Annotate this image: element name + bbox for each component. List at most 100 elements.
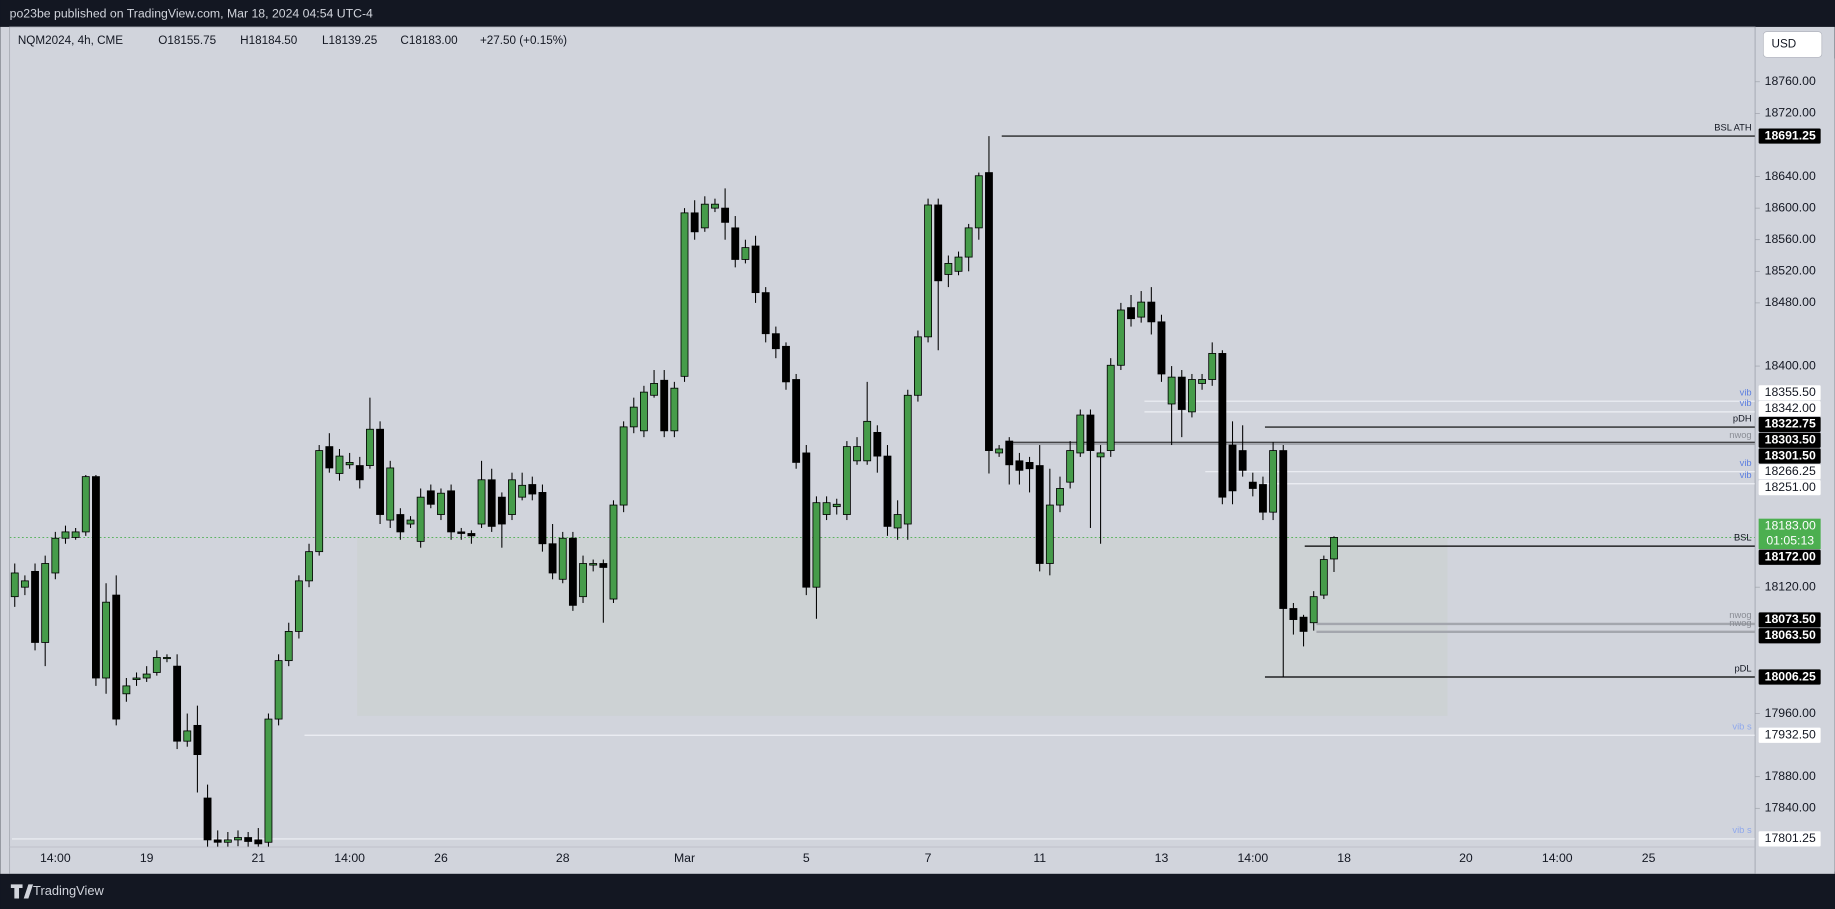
candle-body [1147,301,1156,323]
candle-body [41,563,50,643]
y-tick-label: 18520.00 [1765,264,1816,278]
candle-body [1228,444,1237,492]
ohlc-open: O18155.75 [158,34,216,47]
candle-body [294,580,303,632]
level-text: vib [1740,398,1752,408]
candle-body [497,496,506,525]
level-price-label: 18301.50 [1765,448,1816,462]
currency-button[interactable]: USD [1762,31,1823,58]
level-text: vib [1740,387,1752,397]
level-price-label: 18322.75 [1765,417,1816,431]
candle-body [1116,309,1125,366]
candle-body [193,724,202,756]
x-tick-label: 25 [1642,851,1656,865]
brand-logo [10,884,34,899]
candle-body [771,333,780,350]
level-text: vib [1740,458,1752,468]
candle-body [1289,608,1298,620]
candle-body [244,837,253,842]
candle-body [10,572,19,598]
candle-body [264,718,273,843]
ohlc-low: L18139.25 [322,34,378,47]
candle-body [1005,440,1014,466]
level-price-label: 17801.25 [1765,831,1816,845]
level-price-label: 18266.25 [1765,464,1816,478]
candle-body [234,837,242,841]
y-tick-label: 17840.00 [1765,801,1816,815]
level-text: nwog [1729,618,1751,628]
level-text: BSL [1734,532,1752,542]
candle-body [802,452,811,588]
candle-body [437,492,445,515]
candle-body [223,839,232,843]
level-price-label: 18006.25 [1765,669,1816,683]
x-tick-label: 20 [1459,851,1473,865]
candle-body [426,490,435,505]
level-price-box [1758,128,1821,144]
ohlc-close: C18183.00 [400,34,458,47]
level-text: vib [1740,470,1752,480]
candle-body [690,212,699,233]
candle-body [274,660,283,720]
x-tick-label: 28 [556,851,570,865]
candle-body [1015,460,1024,471]
candle-body [142,673,151,679]
candle-body [1177,376,1186,410]
candle-body [203,797,212,841]
candle-body [1330,537,1338,560]
brand-name: TradingView [33,883,104,898]
level-text: vib s [1732,825,1752,835]
candle-body [20,580,29,588]
candle-body [599,563,608,568]
y-tick-label: 18720.00 [1765,106,1816,120]
time-axis: 14:00 19 21 14:00 26 28 Mar 5 7 11 13 14:00 18 20 14:0… [40,851,1656,865]
level-price-box [1758,669,1821,685]
candle-body [366,428,374,466]
symbol: NQM2024, 4h, CME [18,34,123,47]
level-price-label: 18063.50 [1765,628,1816,642]
level-text: pDL [1734,663,1751,673]
candle-body [741,247,750,260]
candle-body [315,450,324,553]
candle-body [396,514,405,533]
x-tick-label: 19 [140,851,154,865]
candle-body [447,490,456,533]
candle-body [842,446,851,515]
candle-body [416,496,425,542]
candle-body [406,519,415,525]
last-price-box [1758,518,1821,550]
candle-body [71,531,80,538]
candle-body [670,387,679,432]
candle-body [213,839,222,843]
candle-body [1056,488,1064,506]
candle-body [477,479,486,525]
candle-body [122,685,131,695]
candle-body [609,504,618,600]
candle-body [883,455,892,527]
candle-body [508,479,516,515]
level-price-box [1758,385,1821,401]
candle-body [538,492,547,545]
currency-label[interactable]: USD [1772,38,1797,51]
level-text: pDH [1733,413,1752,423]
candle-body [335,455,344,474]
candle-body [964,227,973,258]
candle-body [711,203,719,209]
candle-body [112,594,121,720]
y-tick-label: 18120.00 [1765,579,1816,593]
legend: NQM2024, 4h, CME O18155.75 H18184.50 L18… [18,34,567,47]
level-price-box [1758,416,1821,433]
candle-body [680,212,689,377]
candle-body [924,204,932,338]
candle-body [457,531,466,534]
x-tick-label: 21 [251,851,265,865]
candle-body [305,551,313,582]
candle-body [1218,353,1227,498]
candle-body [284,630,293,662]
currency-box[interactable] [1762,31,1823,58]
candle-body [832,503,841,508]
zone [357,537,1448,716]
candle-body [518,484,527,498]
x-tick-label: 14:00 [1237,851,1268,865]
candle-body [1198,379,1206,384]
